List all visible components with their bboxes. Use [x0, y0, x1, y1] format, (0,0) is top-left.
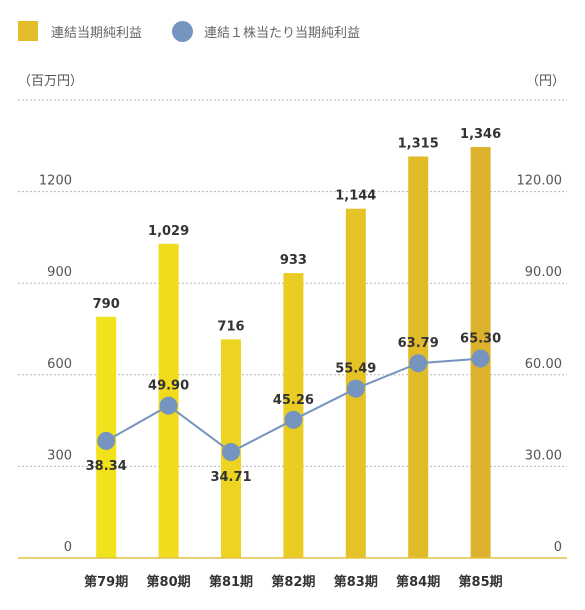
right-tick-label: 60.00 — [525, 357, 562, 372]
left-tick-label: 900 — [47, 265, 72, 280]
category-label: 第84期 — [396, 574, 440, 590]
left-tick-label: 300 — [47, 448, 72, 463]
line-value-label: 55.49 — [335, 362, 376, 377]
right-tick-label: 30.00 — [525, 448, 562, 463]
bar-value-label: 1,144 — [335, 189, 376, 204]
line-point — [97, 431, 116, 450]
line-value-label: 45.26 — [273, 393, 314, 408]
right-tick-label: 0 — [554, 540, 562, 555]
right-tick-label: 90.00 — [525, 265, 562, 280]
category-label: 第79期 — [84, 574, 128, 590]
line-point — [159, 396, 178, 415]
left-tick-label: 0 — [64, 540, 72, 555]
right-tick-label: 120.00 — [517, 174, 563, 189]
bar-legend-swatch — [18, 21, 38, 41]
left-tick-label: 1200 — [39, 174, 72, 189]
category-label: 第85期 — [459, 574, 503, 590]
left-axis-unit: （百万円） — [18, 74, 84, 89]
line-point — [471, 349, 490, 368]
bar-value-label: 1,315 — [398, 136, 439, 151]
category-label: 第81期 — [209, 574, 253, 590]
line-value-label: 38.34 — [86, 459, 127, 474]
right-axis-unit: （円） — [525, 74, 565, 89]
bar-value-label: 933 — [280, 253, 307, 268]
bar-value-label: 1,029 — [148, 224, 189, 239]
bar-value-label: 716 — [217, 319, 244, 334]
line-point — [284, 410, 303, 429]
line-point — [346, 379, 365, 398]
bar-legend-label: 連結当期純利益 — [51, 25, 143, 41]
bar-value-label: 1,346 — [460, 127, 501, 142]
line-value-label: 65.30 — [460, 332, 501, 347]
line-point — [409, 354, 428, 373]
line-value-label: 49.90 — [148, 379, 189, 394]
line-point — [222, 443, 240, 462]
left-tick-label: 600 — [47, 357, 72, 372]
category-label: 第82期 — [271, 574, 315, 590]
category-label: 第83期 — [334, 574, 378, 590]
line-legend-swatch — [172, 20, 194, 42]
line-value-label: 34.71 — [210, 470, 251, 485]
bar-value-label: 790 — [93, 297, 120, 312]
line-legend-label: 連結１株当たり当期純利益 — [204, 25, 361, 41]
line-value-label: 63.79 — [398, 336, 439, 351]
category-label: 第80期 — [147, 574, 191, 590]
chart-legend: 連結当期純利益 連結１株当たり当期純利益 — [18, 20, 360, 42]
